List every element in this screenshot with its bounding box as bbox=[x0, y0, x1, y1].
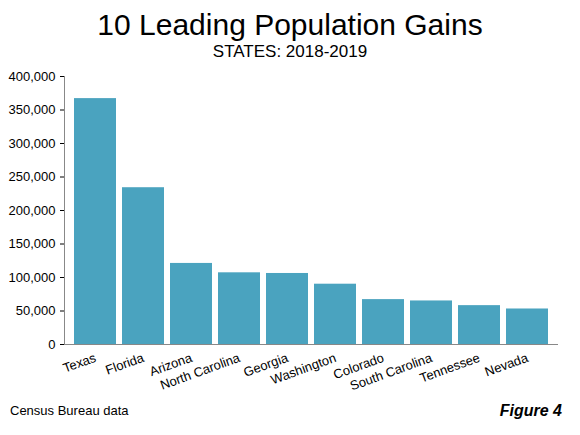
svg-text:350,000: 350,000 bbox=[9, 102, 56, 117]
svg-text:400,000: 400,000 bbox=[9, 69, 56, 84]
svg-text:0: 0 bbox=[48, 337, 55, 352]
svg-text:Florida: Florida bbox=[103, 350, 146, 378]
svg-text:Texas: Texas bbox=[61, 350, 99, 376]
svg-text:Georgia: Georgia bbox=[241, 349, 290, 380]
svg-text:200,000: 200,000 bbox=[9, 203, 56, 218]
svg-text:150,000: 150,000 bbox=[9, 236, 56, 251]
svg-text:Nevada: Nevada bbox=[483, 350, 531, 380]
svg-text:250,000: 250,000 bbox=[9, 169, 56, 184]
html-text:10 Leading Population Gains: 10 Leading Population Gains bbox=[97, 8, 483, 41]
html-text:STATES: 2018-2019: STATES: 2018-2019 bbox=[212, 42, 368, 61]
html-text:Figure 4: Figure 4 bbox=[499, 402, 562, 419]
svg-text:Arizona: Arizona bbox=[147, 349, 194, 380]
svg-text:Tennessee: Tennessee bbox=[418, 350, 482, 386]
svg-text:300,000: 300,000 bbox=[9, 136, 56, 151]
svg-text:South Carolina: South Carolina bbox=[348, 349, 434, 394]
svg-text:North Carolina: North Carolina bbox=[158, 350, 243, 393]
html-text:Census Bureau data: Census Bureau data bbox=[10, 403, 129, 418]
svg-text:100,000: 100,000 bbox=[9, 270, 56, 285]
svg-text:50,000: 50,000 bbox=[16, 303, 56, 318]
svg-text:Colorado: Colorado bbox=[331, 349, 386, 382]
svg-text:Washington: Washington bbox=[269, 350, 338, 387]
